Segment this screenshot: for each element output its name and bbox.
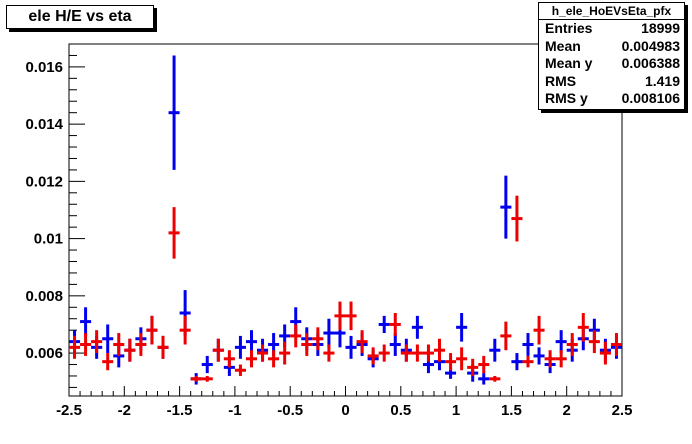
- data-point: [312, 327, 324, 351]
- data-point: [234, 335, 246, 359]
- data-point: [80, 333, 92, 356]
- data-point: [102, 324, 114, 354]
- x-tick-label: -2: [118, 402, 131, 419]
- data-point: [588, 330, 600, 354]
- data-point: [478, 373, 490, 385]
- data-point: [345, 301, 357, 331]
- x-tick-label: -0.5: [277, 402, 303, 419]
- data-point: [456, 347, 468, 371]
- data-point: [610, 333, 622, 356]
- data-point: [124, 338, 136, 362]
- data-point: [555, 350, 567, 368]
- x-tick-label: -2.5: [56, 402, 82, 419]
- x-tick-label: -1.5: [167, 402, 193, 419]
- data-point: [268, 350, 280, 368]
- x-tick-label: -1: [228, 402, 241, 419]
- data-point: [212, 338, 224, 362]
- data-point: [135, 333, 147, 356]
- data-point: [245, 330, 258, 354]
- data-point: [467, 358, 479, 376]
- y-tick-label: 0.016: [25, 59, 63, 76]
- data-point: [378, 344, 390, 362]
- data-point: [478, 355, 490, 374]
- data-point: [533, 347, 545, 365]
- data-point: [201, 355, 213, 374]
- data-point: [555, 330, 567, 354]
- data-point: [544, 350, 556, 368]
- data-point: [511, 353, 523, 371]
- data-point: [367, 347, 379, 365]
- data-point: [323, 318, 335, 348]
- data-point: [190, 375, 202, 382]
- data-point: [522, 333, 534, 356]
- data-point: [356, 330, 368, 354]
- data-point: [168, 207, 180, 259]
- data-point: [168, 55, 180, 170]
- data-point: [511, 195, 523, 242]
- data-point: [201, 375, 213, 382]
- x-tick-label: 0: [341, 402, 349, 419]
- data-point: [102, 353, 114, 371]
- data-point: [234, 364, 246, 376]
- data-point: [500, 175, 512, 239]
- chart-title: ele H/E vs eta: [6, 5, 154, 29]
- series-1: [69, 195, 622, 382]
- data-point: [577, 313, 589, 342]
- data-point: [433, 338, 446, 362]
- data-point: [69, 335, 81, 359]
- data-point: [489, 375, 501, 382]
- x-tick-label: 0.5: [390, 402, 411, 419]
- x-tick-label: 1.5: [501, 402, 522, 419]
- data-point: [345, 335, 357, 359]
- data-point: [279, 341, 291, 365]
- data-point: [245, 350, 258, 368]
- y-tick-label: 0.008: [25, 288, 63, 305]
- x-tick-label: 2: [563, 402, 571, 419]
- x-tick-label: 1: [452, 402, 460, 419]
- data-point: [489, 338, 501, 362]
- data-point: [400, 344, 412, 362]
- data-point: [113, 333, 125, 356]
- data-point: [378, 315, 390, 334]
- data-point: [323, 344, 335, 362]
- data-point: [301, 333, 313, 356]
- data-point: [91, 330, 103, 354]
- data-point: [257, 344, 269, 362]
- data-point: [389, 313, 401, 336]
- data-point: [223, 350, 235, 368]
- data-point: [445, 353, 457, 371]
- stats-histogram-name: h_ele_HoEVsEta_pfx: [539, 3, 684, 20]
- data-point: [179, 315, 191, 345]
- data-point: [456, 313, 468, 342]
- data-point: [290, 324, 302, 348]
- data-point: [522, 355, 534, 368]
- data-point: [422, 344, 434, 362]
- x-tick-label: 2.5: [612, 402, 633, 419]
- stats-row-rms-y: RMS y 0.008106: [545, 90, 680, 106]
- y-tick-label: 0.01: [34, 231, 63, 248]
- data-point: [80, 307, 92, 336]
- data-point: [500, 321, 512, 351]
- y-tick-label: 0.014: [25, 116, 63, 133]
- data-point: [566, 333, 578, 356]
- data-point: [146, 315, 158, 345]
- stats-row-mean-y: Mean y 0.006388: [545, 55, 680, 71]
- data-point: [533, 315, 545, 345]
- y-tick-label: 0.006: [25, 345, 63, 362]
- data-point: [599, 341, 611, 365]
- data-point: [334, 301, 346, 331]
- y-tick-label: 0.012: [25, 173, 63, 190]
- stats-row-rms: RMS 1.419: [545, 72, 680, 89]
- data-point: [157, 335, 169, 359]
- stats-row-mean: Mean 0.004983: [545, 37, 680, 54]
- data-point: [389, 333, 401, 356]
- stats-box: h_ele_HoEVsEta_pfx Entries 18999 Mean 0.00…: [538, 2, 685, 110]
- data-point: [411, 315, 423, 339]
- stats-row-entries: Entries 18999: [545, 20, 680, 36]
- data-point: [411, 344, 423, 362]
